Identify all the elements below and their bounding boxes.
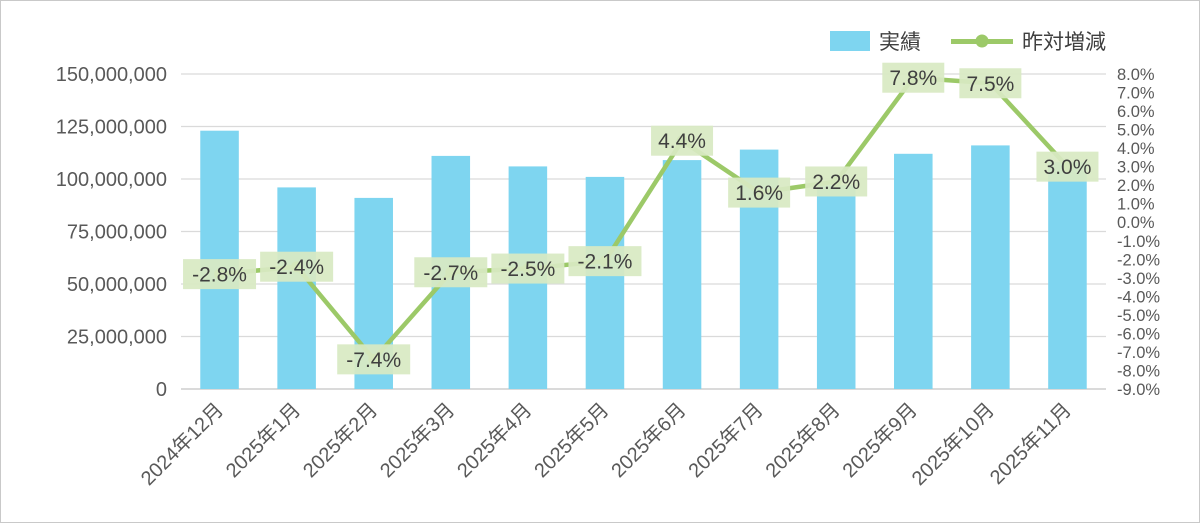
data-label-box xyxy=(414,257,488,288)
data-label: 2.2% xyxy=(812,171,860,194)
y-axis-tick-label: 50,000,000 xyxy=(67,274,167,296)
data-label: 7.5% xyxy=(966,73,1014,96)
y2-axis-tick-label: -4.0% xyxy=(1117,288,1160,306)
legend-label-bar: 実績 xyxy=(879,31,921,54)
y2-axis-tick-label: 3.0% xyxy=(1117,159,1155,177)
y2-axis-tick-label: -5.0% xyxy=(1117,307,1160,325)
y2-axis-tick-label: 1.0% xyxy=(1117,196,1155,214)
data-label-box xyxy=(805,166,868,197)
x-axis-tick-label: 2025年1月 xyxy=(221,398,305,482)
y2-axis-tick-label: 4.0% xyxy=(1117,140,1155,158)
y2-axis-tick-label: 8.0% xyxy=(1117,66,1155,84)
y2-axis-tick-label: -2.0% xyxy=(1117,251,1160,269)
bar-series-swatch xyxy=(830,31,870,51)
y2-axis-tick-label: -1.0% xyxy=(1117,233,1160,251)
line-marker-swatch xyxy=(975,34,989,48)
data-label: -2.1% xyxy=(578,251,633,274)
y-axis-tick-label: 25,000,000 xyxy=(67,327,167,349)
y-axis-tick-label: 100,000,000 xyxy=(56,169,167,191)
data-label-box xyxy=(1036,151,1099,182)
bar xyxy=(894,153,933,389)
data-label: -2.7% xyxy=(423,262,478,285)
x-axis-tick-label: 2025年7月 xyxy=(684,398,768,482)
data-label: -2.8% xyxy=(192,264,247,287)
y2-axis-tick-label: 5.0% xyxy=(1117,122,1155,140)
data-label-box xyxy=(882,62,945,93)
data-label: -2.4% xyxy=(269,256,324,279)
data-label: 3.0% xyxy=(1044,156,1092,179)
x-axis-tick-label: 2025年4月 xyxy=(453,398,537,482)
x-axis-tick-label: 2025年6月 xyxy=(607,398,691,482)
x-axis-tick-label: 2025年9月 xyxy=(838,398,922,482)
data-label-box xyxy=(728,177,791,208)
bar xyxy=(816,185,856,389)
legend-item-line: 昨対増減 xyxy=(951,26,1106,56)
y-axis-tick-label: 125,000,000 xyxy=(56,117,167,139)
data-label-box xyxy=(183,259,257,290)
legend-label-line: 昨対増減 xyxy=(1022,31,1106,54)
x-axis-tick-label: 2024年12月 xyxy=(136,398,228,490)
x-axis-tick-label: 2025年2月 xyxy=(298,398,382,482)
bar xyxy=(1048,162,1087,389)
data-label: -7.4% xyxy=(346,349,401,372)
y2-axis-tick-label: 6.0% xyxy=(1117,103,1155,121)
bar xyxy=(277,187,316,389)
x-axis-tick-label: 2025年5月 xyxy=(530,398,614,482)
y-axis-tick-label: 75,000,000 xyxy=(67,222,167,244)
data-label-box xyxy=(260,251,334,282)
bar xyxy=(662,160,702,389)
y-axis-tick-label: 150,000,000 xyxy=(56,64,167,86)
data-label-box xyxy=(651,125,714,156)
x-axis-tick-label: 2025年3月 xyxy=(375,398,459,482)
data-label-box xyxy=(337,344,411,375)
data-label: 1.6% xyxy=(735,182,783,205)
data-label-box xyxy=(959,68,1022,99)
chart-legend: 実績 昨対増減 xyxy=(830,26,1106,56)
bar xyxy=(971,145,1010,389)
y-axis-tick-label: 0 xyxy=(156,379,167,401)
data-label: 7.8% xyxy=(889,67,937,90)
y2-axis-tick-label: -7.0% xyxy=(1117,344,1160,362)
y2-axis-tick-label: -9.0% xyxy=(1117,381,1160,399)
y2-axis-tick-label: 0.0% xyxy=(1117,214,1155,232)
y2-axis-tick-label: -3.0% xyxy=(1117,270,1160,288)
bar xyxy=(585,176,625,389)
y2-axis-tick-label: 2.0% xyxy=(1117,177,1155,195)
data-label: -2.5% xyxy=(500,258,555,281)
x-axis-tick-label: 2025年8月 xyxy=(761,398,845,482)
data-label-box xyxy=(568,246,642,277)
trend-line xyxy=(217,75,1070,362)
line-series-swatch xyxy=(951,34,1013,48)
data-label: 4.4% xyxy=(658,130,706,153)
x-axis-tick-label: 2025年11月 xyxy=(985,398,1076,489)
legend-item-bar: 実績 xyxy=(830,26,921,56)
y2-axis-tick-label: -8.0% xyxy=(1117,362,1160,380)
data-label-box xyxy=(491,253,565,284)
y2-axis-tick-label: 7.0% xyxy=(1117,85,1155,103)
x-axis-tick-label: 2025年10月 xyxy=(907,398,999,490)
y2-axis-tick-label: -6.0% xyxy=(1117,325,1160,343)
